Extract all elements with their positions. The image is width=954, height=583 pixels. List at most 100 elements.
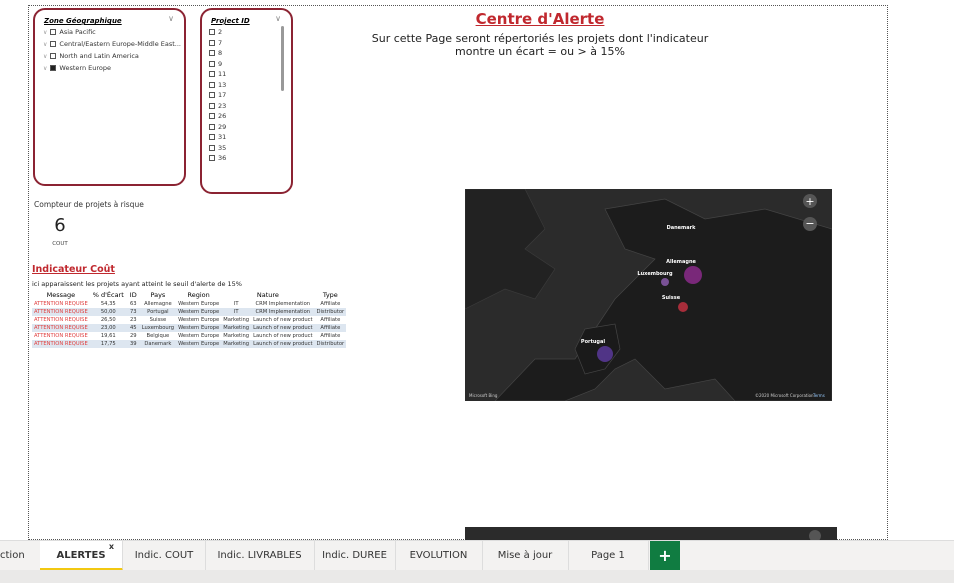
slicer: Project ID ∨ 2 7 8 9 11 13 17 23 26 29 31 35 36 (200, 8, 293, 194)
slicer-item[interactable]: 11 (209, 70, 226, 78)
slicer-item[interactable]: 13 (209, 81, 226, 89)
page-tab[interactable]: Indic. COUT (123, 541, 206, 571)
slicer-item[interactable]: ∨ Asia Pacific (43, 28, 96, 36)
table-header[interactable]: Message (46, 291, 76, 299)
section-title: Indicateur Coût (32, 264, 115, 275)
table-cell: 19,61 (100, 333, 116, 339)
slicer-item[interactable]: 8 (209, 49, 222, 57)
page-tab[interactable]: Page 1 (568, 541, 649, 571)
checkbox (209, 155, 215, 161)
data-table: Message % d'Écart ID Pays Region Nature Type AT… (32, 290, 347, 348)
card-title: Compteur de projets à risque (34, 200, 144, 209)
table-cell: 23 (129, 317, 137, 323)
table-cell: Luxembourg (141, 325, 175, 331)
table-header[interactable]: Nature (256, 291, 279, 299)
slicer-item-label: 17 (218, 91, 227, 99)
page-tab[interactable]: ction (0, 541, 41, 571)
slicer-item-label: 36 (218, 154, 227, 162)
slicer-item[interactable]: ∨ North and Latin America (43, 52, 139, 60)
table-header[interactable]: Pays (150, 291, 166, 299)
tab-bar: ction ALERTES x Indic. COUT Indic. LIVRABLES… (0, 540, 954, 571)
checkbox (209, 50, 215, 56)
expand-chevron: ∨ (43, 52, 48, 60)
card-label: COUT (52, 241, 68, 247)
slicer-item-label: Asia Pacific (59, 28, 96, 36)
slicer-item-label: 13 (218, 80, 227, 89)
table-cell: 39 (129, 341, 137, 347)
table-header[interactable]: % d'Écart (92, 291, 124, 299)
slicer-item[interactable]: 29 (209, 123, 226, 131)
close-tab[interactable]: x (108, 542, 114, 551)
table-cell: Distributor (316, 309, 345, 315)
map (465, 527, 837, 540)
table-cell: Affiliate (320, 317, 341, 323)
status-strip (0, 570, 954, 583)
table-cell: Affiliate (320, 333, 341, 339)
table-header[interactable]: Type (322, 291, 338, 299)
map-label: Suisse (662, 295, 681, 301)
slicer-item[interactable]: 23 (209, 102, 226, 110)
map-credit: ©2020 Microsoft Corporation (755, 393, 814, 398)
slicer-item-label: 31 (218, 133, 227, 141)
map-bubble (661, 278, 669, 286)
table-header[interactable]: ID (129, 291, 137, 299)
section-description: ici apparaissent les projets ayant attei… (32, 280, 242, 288)
table-cell: 50,00 (100, 309, 116, 315)
table-cell: Western Europe (178, 333, 220, 339)
table-cell: ATTENTION REQUISE (34, 341, 88, 347)
map-bubble (597, 346, 613, 362)
table-body: ATTENTION REQUISE 54,35 63 Allemagne Western… (32, 300, 347, 348)
slicer-item[interactable]: ∨ Western Europe (43, 64, 111, 72)
map-brand: Microsoft Bing (469, 393, 498, 398)
slicer-item[interactable]: 26 (209, 112, 226, 120)
table-cell: Affiliate (320, 301, 341, 307)
slicer-item[interactable]: 17 (209, 91, 226, 99)
slicer-item[interactable]: 9 (209, 60, 222, 68)
land (574, 323, 621, 375)
slicer-item-label: 11 (218, 70, 227, 78)
page-tab[interactable]: ALERTES x (40, 541, 123, 571)
page-title: Centre d'Alerte (475, 10, 605, 28)
card-value: 6 (54, 215, 66, 236)
checkbox (209, 29, 215, 35)
table-cell: Distributor (316, 341, 345, 347)
table-cell: Portugal (147, 309, 169, 315)
table-cell: 26,50 (100, 317, 116, 323)
slicer-item[interactable]: 35 (209, 144, 226, 152)
checkbox (209, 144, 215, 151)
table-cell: Marketing (223, 325, 250, 331)
table-cell: 45 (129, 325, 137, 331)
table-cell: Launch of new product (253, 341, 313, 347)
table-cell: ATTENTION REQUISE (34, 309, 88, 315)
slicer-item[interactable]: 7 (209, 39, 222, 47)
add-page[interactable]: + (650, 541, 680, 571)
table-row: ATTENTION REQUISE 26,50 23 Suisse Western Eu… (32, 316, 346, 324)
slicer-item-label: 23 (218, 101, 227, 110)
table-cell: IT (233, 309, 239, 315)
checkbox (50, 53, 57, 59)
chevron: ∨ (168, 14, 174, 23)
table-row: ATTENTION REQUISE 50,00 73 Portugal Western … (32, 308, 347, 316)
table-head: Message % d'Écart ID Pays Region Nature Type (32, 290, 346, 300)
checkbox (209, 39, 215, 46)
page-tab[interactable]: EVOLUTION (395, 541, 483, 571)
page-tab[interactable]: Indic. DUREE (314, 541, 396, 571)
slicer-title: Zone Géographique (44, 17, 122, 25)
page-tab[interactable]: Indic. LIVRABLES (205, 541, 315, 571)
checkbox (209, 123, 215, 130)
table-header[interactable]: Region (187, 291, 210, 299)
table-cell: Marketing (223, 341, 250, 347)
slicer-item[interactable]: 31 (209, 133, 226, 141)
table-cell: CRM Implementation (255, 301, 311, 307)
slicer-item[interactable]: ∨ Central/Eastern Europe-Middle East... (43, 40, 181, 48)
page-tab[interactable]: Mise à jour (482, 541, 569, 571)
table-cell: Affiliate (320, 325, 341, 331)
slicer-item[interactable]: 36 (209, 154, 226, 162)
slicer-item[interactable]: 2 (209, 28, 222, 36)
table-row: ATTENTION REQUISE 17,75 39 Danemark Western … (32, 340, 347, 348)
checkbox (209, 113, 215, 119)
table-cell: 54,35 (100, 301, 116, 307)
slicer-item-label: 7 (218, 38, 223, 47)
table-cell: Launch of new product (253, 325, 313, 331)
expand-chevron: ∨ (43, 28, 48, 36)
